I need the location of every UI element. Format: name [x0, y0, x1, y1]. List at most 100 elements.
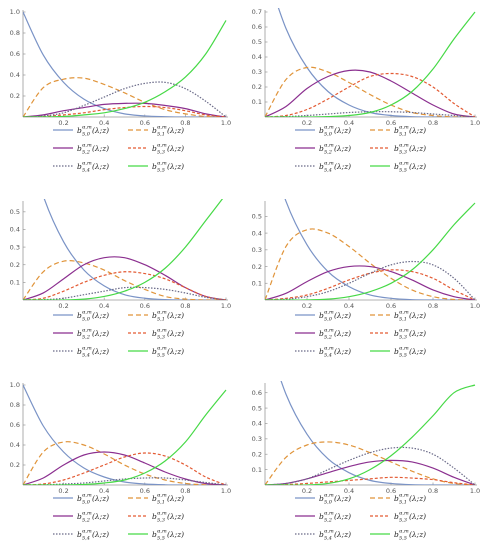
legend-argument: (λ;z) [334, 144, 351, 153]
series-line-b1 [265, 228, 476, 300]
legend-symbol: b [394, 329, 399, 338]
legend-superscript: α,m [324, 529, 334, 535]
legend-symbol: b [319, 126, 324, 135]
legend-superscript: α,m [399, 328, 409, 334]
x-tick-label: 0.4 [99, 302, 109, 310]
legend-subscript: 5,3 [399, 518, 407, 524]
legend-argument: (λ;z) [409, 162, 426, 171]
legend-superscript: α,m [82, 125, 92, 131]
x-tick-label: 1.0 [221, 302, 231, 310]
legend-symbol: b [394, 311, 399, 320]
legend-superscript: α,m [399, 529, 409, 535]
legend-subscript: 5,4 [324, 353, 332, 359]
y-tick-label: 0.1 [252, 466, 262, 474]
legend-subscript: 5,3 [399, 150, 407, 156]
y-tick-label: 0.7 [252, 8, 262, 16]
legend-superscript: α,m [324, 328, 334, 334]
legend-argument: (λ;z) [334, 311, 351, 320]
legend-superscript: α,m [82, 511, 92, 517]
series-line-b0 [43, 199, 226, 300]
x-tick-label: 0.8 [180, 302, 190, 310]
legend-symbol: b [77, 530, 82, 539]
series-line-b5 [265, 384, 476, 485]
legend-superscript: α,m [82, 161, 92, 167]
legend-subscript: 5,4 [82, 536, 90, 542]
legend-argument: (λ;z) [409, 311, 426, 320]
legend-subscript: 5,5 [399, 353, 407, 359]
x-tick-label: 0.2 [58, 487, 68, 495]
legend-argument: (λ;z) [409, 144, 426, 153]
x-tick-label: 0.6 [140, 302, 150, 310]
series-line-b2 [265, 69, 476, 117]
legend-subscript: 5,2 [82, 518, 90, 524]
chart-panel-4: 0.2 0.4 0.6 0.8 1.00.10.20.30.40.5b α,m5,0 (λ;… [252, 199, 480, 359]
y-tick-label: 0.2 [252, 263, 262, 271]
x-tick-label: 0.8 [428, 119, 438, 127]
legend-argument: (λ;z) [334, 530, 351, 539]
chart-panel-1: 0.2 0.4 0.6 0.8 1.00.20.40.60.81.0b α,m5,0 (λ;… [10, 8, 232, 173]
legend-argument: (λ;z) [167, 162, 184, 171]
legend-argument: (λ;z) [92, 530, 109, 539]
series-line-b0 [23, 11, 226, 117]
legend-symbol: b [77, 311, 82, 320]
legend-superscript: α,m [82, 346, 92, 352]
legend-subscript: 5,3 [157, 518, 165, 524]
x-tick-label: 1.0 [470, 302, 480, 310]
legend-symbol: b [77, 144, 82, 153]
legend-subscript: 5,4 [324, 536, 332, 542]
y-tick-label: 0.3 [252, 246, 262, 254]
legend-symbol: b [319, 530, 324, 539]
y-tick-label: 0.4 [252, 420, 262, 428]
legend-superscript: α,m [324, 143, 334, 149]
legend-symbol: b [394, 144, 399, 153]
series-line-b0 [284, 199, 475, 300]
y-tick-label: 0.2 [10, 92, 20, 100]
series-line-b1 [23, 77, 227, 117]
legend-symbol: b [394, 530, 399, 539]
legend-superscript: α,m [324, 493, 334, 499]
legend-symbol: b [394, 162, 399, 171]
legend-superscript: α,m [82, 493, 92, 499]
legend-symbol: b [77, 162, 82, 171]
series-line-b0 [280, 381, 475, 485]
y-tick-label: 0.8 [10, 401, 20, 409]
legend-argument: (λ;z) [334, 126, 351, 135]
legend: b α,m5,0 (λ;z) b α,m5,1 (λ;z)b α,m5,2 (λ;z) b α,m… [53, 493, 184, 542]
x-tick-label: 0.2 [58, 119, 68, 127]
x-tick-label: 0.8 [180, 487, 190, 495]
legend: b α,m5,0 (λ;z) b α,m5,1 (λ;z)b α,m5,2 (λ;z) b α,m… [295, 310, 426, 359]
legend-argument: (λ;z) [334, 329, 351, 338]
series-line-b4 [23, 81, 227, 117]
legend-subscript: 5,4 [82, 353, 90, 359]
y-tick-label: 0.5 [10, 208, 20, 216]
legend-symbol: b [152, 162, 157, 171]
legend-symbol: b [77, 512, 82, 521]
legend-argument: (λ;z) [92, 144, 109, 153]
legend-superscript: α,m [157, 346, 167, 352]
legend-superscript: α,m [157, 125, 167, 131]
y-tick-label: 0.6 [10, 50, 20, 58]
legend-symbol: b [152, 329, 157, 338]
series-line-b3 [265, 269, 476, 300]
legend-subscript: 5,1 [157, 500, 165, 506]
legend-argument: (λ;z) [409, 530, 426, 539]
series-line-b4 [265, 111, 476, 117]
legend-subscript: 5,0 [82, 317, 91, 323]
legend-subscript: 5,1 [399, 317, 407, 323]
legend-argument: (λ;z) [167, 311, 184, 320]
legend-argument: (λ;z) [334, 347, 351, 356]
y-tick-label: 0.2 [252, 83, 262, 91]
series-line-b5 [265, 11, 476, 117]
legend-symbol: b [319, 311, 324, 320]
series-line-b1 [265, 66, 475, 117]
legend-argument: (λ;z) [92, 494, 109, 503]
x-tick-label: 0.4 [99, 487, 109, 495]
x-tick-label: 0.6 [140, 487, 150, 495]
x-tick-label: 0.4 [344, 119, 354, 127]
legend-symbol: b [77, 494, 82, 503]
legend-symbol: b [394, 347, 399, 356]
y-tick-label: 0.4 [10, 71, 20, 79]
chart-panel-2: 0.2 0.4 0.6 0.8 1.00.10.20.30.40.50.60.7b α,m… [252, 8, 480, 174]
legend: b α,m5,0 (λ;z) b α,m5,1 (λ;z)b α,m5,2 (λ;z) b α,m… [53, 125, 184, 174]
y-tick-label: 0.4 [10, 226, 20, 234]
